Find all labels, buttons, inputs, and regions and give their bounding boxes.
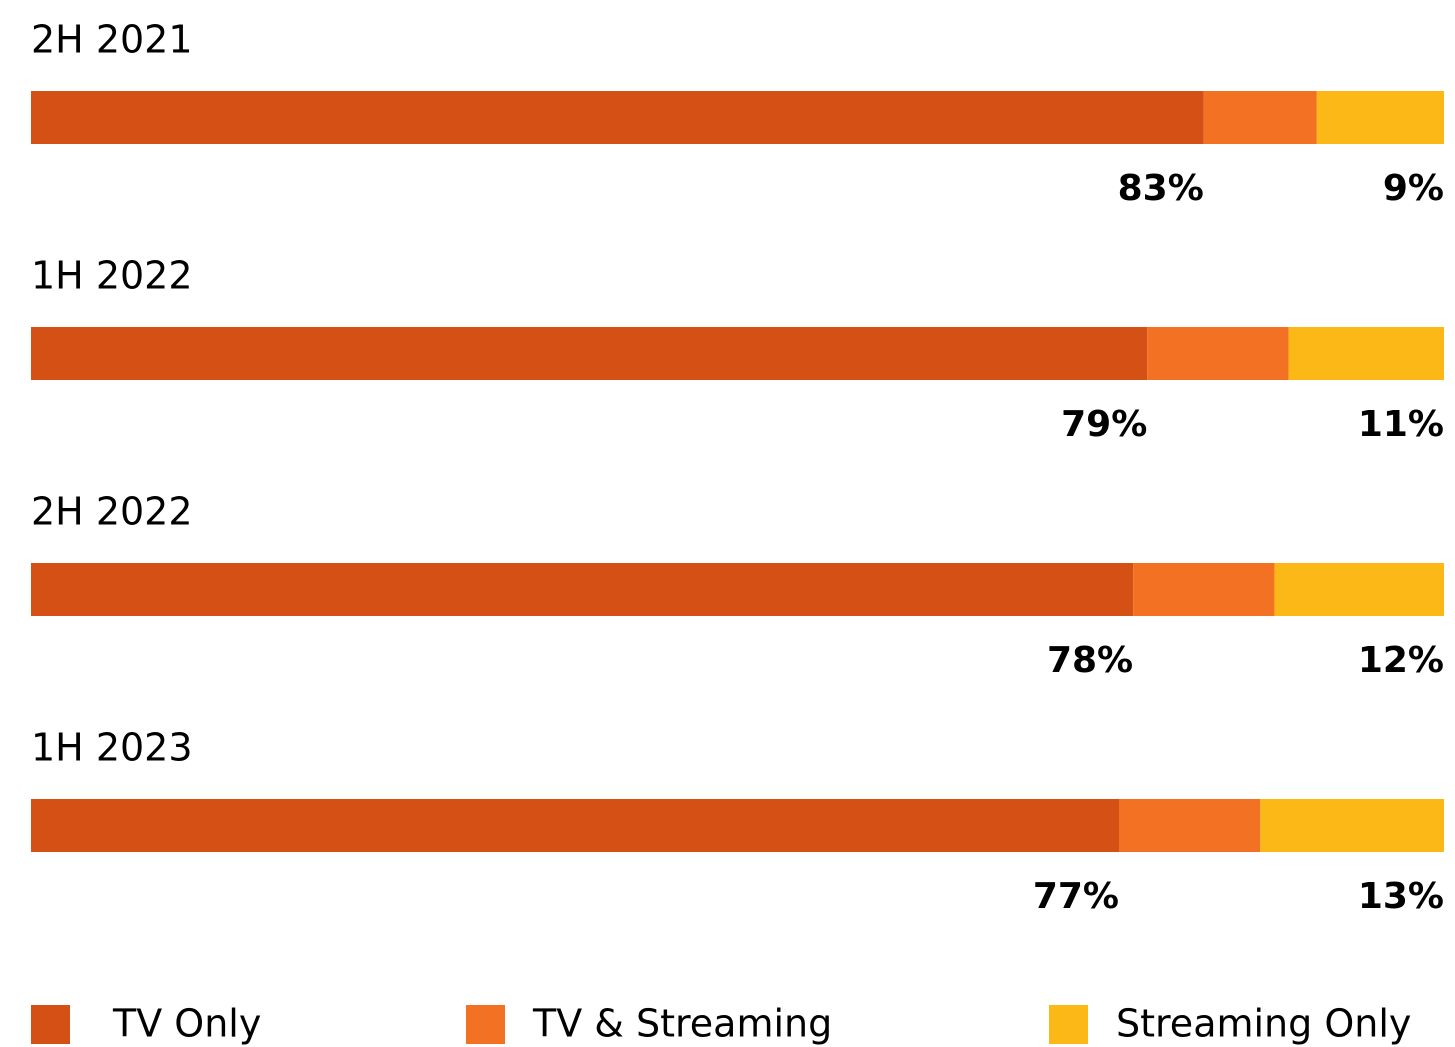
value-label: 78% [1047,640,1133,681]
legend-label: Streaming Only [1116,1002,1411,1046]
bar-segment [31,327,1148,380]
value-label: 12% [1358,640,1444,681]
legend-label: TV & Streaming [532,1002,832,1046]
bar-segment [31,563,1134,616]
bar-segment [1203,91,1317,144]
value-label: 83% [1118,168,1204,209]
category-label: 2H 2022 [31,490,193,534]
category-label: 1H 2022 [31,254,193,298]
category-label: 2H 2021 [31,18,193,62]
value-label: 13% [1358,876,1444,917]
value-label: 79% [1061,404,1147,445]
bar-segment [1316,91,1444,144]
bar-segment [31,91,1204,144]
bar-segment [31,799,1120,852]
bar-segment [1147,327,1289,380]
bar-segment [1288,327,1444,380]
legend-swatch [31,1005,70,1044]
legend-label: TV Only [112,1002,261,1046]
value-label: 11% [1358,404,1444,445]
bar-segment [1133,563,1275,616]
value-label: 77% [1033,876,1119,917]
value-label: 9% [1383,168,1444,209]
legend-swatch [466,1005,505,1044]
category-label: 1H 2023 [31,726,193,770]
legend-swatch [1049,1005,1088,1044]
bar-segment [1260,799,1444,852]
bar-segment [1274,563,1444,616]
bar-segment [1119,799,1261,852]
